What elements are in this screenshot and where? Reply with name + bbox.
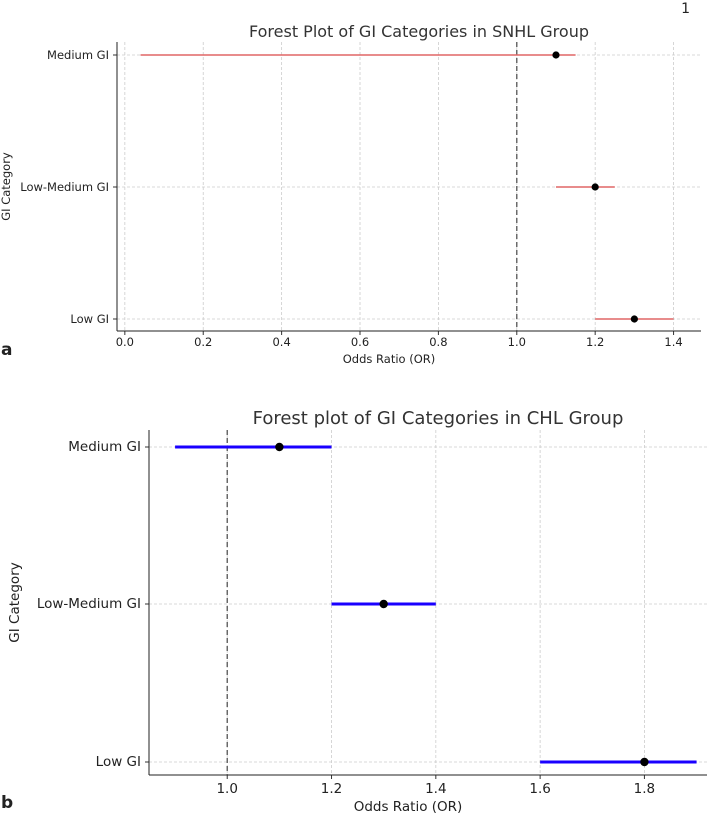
chl-y-axis-label: GI Category	[7, 562, 23, 642]
snhl-x-axis-label: Odds Ratio (OR)	[343, 352, 436, 366]
snhl-category-label: Low-Medium GI	[20, 180, 109, 194]
chl-estimate-point	[379, 599, 388, 609]
chl-estimate-point	[275, 442, 284, 452]
chl-x-tick-label: 1.0	[216, 781, 237, 797]
chl-category-label: Medium GI	[68, 439, 141, 455]
chl-x-axis-label: Odds Ratio (OR)	[354, 799, 463, 815]
snhl-x-tick-label: 1.4	[664, 335, 682, 349]
panel-label-b: b	[1, 793, 14, 813]
snhl-x-tick-label: 1.0	[508, 335, 526, 349]
snhl-estimate-point	[630, 315, 638, 323]
chl-chart-title: Forest plot of GI Categories in CHL Grou…	[253, 408, 624, 429]
snhl-x-tick-label: 0.0	[116, 335, 134, 349]
snhl-estimate-point	[552, 51, 560, 59]
chl-x-tick-label: 1.4	[425, 781, 446, 797]
chl-x-tick-label: 1.8	[634, 781, 655, 797]
chl-category-label: Low GI	[96, 754, 141, 770]
snhl-estimate-point	[591, 183, 599, 191]
chl-x-tick-label: 1.2	[321, 781, 342, 797]
snhl-category-label: Low GI	[70, 312, 109, 326]
snhl-x-tick-label: 1.2	[586, 335, 604, 349]
snhl-y-axis-label: GI Category	[0, 152, 13, 221]
panel-label-a: a	[1, 340, 13, 360]
page-number: 1	[681, 1, 690, 17]
snhl-x-tick-label: 0.4	[272, 335, 290, 349]
snhl-x-tick-label: 0.8	[429, 335, 447, 349]
snhl-category-label: Medium GI	[47, 48, 109, 62]
snhl-chart-title: Forest Plot of GI Categories in SNHL Gro…	[249, 22, 589, 41]
chl-category-label: Low-Medium GI	[37, 596, 141, 612]
snhl-x-tick-label: 0.2	[194, 335, 212, 349]
chl-estimate-point	[640, 757, 649, 767]
snhl-x-tick-label: 0.6	[351, 335, 369, 349]
chl-x-tick-label: 1.6	[529, 781, 550, 797]
